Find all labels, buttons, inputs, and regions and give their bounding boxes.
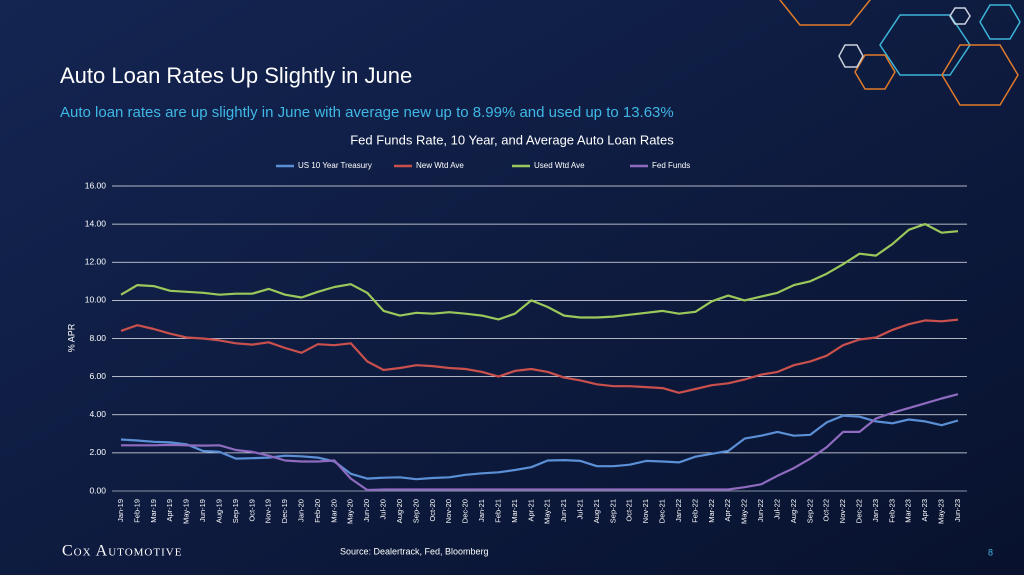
y-tick-label: 10.00 (85, 295, 107, 305)
x-tick-label: Apr-22 (723, 499, 732, 522)
series-line (120, 318, 959, 394)
x-tick-label: Sep-20 (411, 499, 420, 523)
x-tick-label: Jan-20 (297, 499, 306, 522)
plot: 0.00 2.00 4.00 6.00 8.00 10.00 12.00 14.00 16.00… (85, 161, 967, 524)
page-number: 8 (988, 547, 993, 557)
x-tick-label: Dec-22 (855, 499, 864, 523)
chart-title: Fed Funds Rate, 10 Year, and Average Aut… (350, 132, 674, 147)
x-tick-label: Feb-22 (690, 499, 699, 523)
x-tick-label: Jan-19 (116, 499, 125, 522)
y-tick-label: 4.00 (89, 409, 106, 419)
slide-subtitle: Auto loan rates are up slightly in June … (60, 104, 674, 121)
x-tick-label: Oct-20 (428, 499, 437, 522)
x-tick-label: Aug-19 (214, 499, 223, 523)
x-tick-label: Mar-22 (707, 499, 716, 523)
x-tick-label: Aug-21 (592, 499, 601, 523)
x-tick-label: Jan-22 (674, 499, 683, 522)
y-tick-label: 8.00 (89, 333, 106, 343)
x-tick-label: May-23 (937, 499, 946, 524)
x-tick-label: Feb-19 (132, 499, 141, 523)
x-tick-label: Apr-21 (526, 499, 535, 522)
x-tick-label: Oct-21 (625, 499, 634, 522)
x-tick-label: Aug-22 (789, 499, 798, 523)
x-tick-label: Mar-20 (329, 499, 338, 523)
x-tick-label: Mar-21 (510, 499, 519, 523)
legend-label: Fed Funds (652, 161, 690, 170)
legend-label: New Wtd Ave (416, 161, 464, 170)
x-tick-label: Nov-21 (641, 499, 650, 523)
x-tick-label: Dec-20 (461, 499, 470, 523)
x-tick-label: Apr-19 (165, 499, 174, 522)
y-tick-label: 6.00 (89, 371, 106, 381)
x-tick-label: Jul-20 (379, 499, 388, 519)
x-tick-label: Jan-21 (477, 499, 486, 522)
y-tick-label: 2.00 (89, 447, 106, 457)
source: Source: Dealertrack, Fed, Bloomberg (340, 546, 489, 556)
x-tick-label: Jun-22 (756, 499, 765, 522)
series-line (120, 414, 959, 481)
y-tick-label: 0.00 (89, 485, 106, 495)
x-tick-label: Mar-19 (149, 499, 158, 523)
x-tick-label: Jun-23 (953, 499, 962, 522)
x-tick-label: Jun-21 (559, 499, 568, 522)
x-tick-label: Oct-22 (822, 499, 831, 522)
x-tick-label: Nov-22 (838, 499, 847, 523)
legend-label: US 10 Year Treasury (298, 161, 372, 170)
y-axis-label: % APR (66, 323, 76, 352)
x-tick-label: Jul-22 (772, 499, 781, 519)
hex-decor (779, 0, 1021, 106)
legend-label: Used Wtd Ave (534, 161, 585, 170)
y-tick-label: 16.00 (85, 180, 107, 190)
x-tick-label: Mar-23 (904, 499, 913, 523)
x-tick-label: Feb-21 (493, 499, 502, 523)
x-tick-label: May-20 (346, 499, 355, 524)
x-tick-label: May-22 (740, 499, 749, 524)
x-tick-label: Feb-20 (313, 499, 322, 523)
x-tick-label: Aug-20 (395, 499, 404, 523)
x-tick-label: Sep-22 (805, 499, 814, 523)
y-tick-label: 12.00 (85, 257, 107, 267)
x-tick-label: Apr-23 (920, 499, 929, 522)
x-tick-label: Oct-19 (247, 499, 256, 522)
x-tick-label: Nov-20 (444, 499, 453, 523)
x-tick-label: Jul-21 (576, 499, 585, 519)
x-tick-label: May-19 (182, 499, 191, 524)
x-tick-label: Dec-21 (658, 499, 667, 523)
x-tick-label: Jun-20 (362, 499, 371, 522)
x-tick-label: Nov-19 (264, 499, 273, 523)
x-tick-label: Sep-21 (608, 499, 617, 523)
x-tick-label: Dec-19 (280, 499, 289, 523)
y-tick-label: 14.00 (85, 218, 107, 228)
series-line (121, 393, 959, 492)
x-tick-label: Sep-19 (231, 499, 240, 523)
logo: Cox Automotive (62, 543, 182, 560)
series-line (120, 223, 959, 321)
x-tick-label: Feb-23 (887, 499, 896, 523)
x-tick-label: Jun-19 (198, 499, 207, 522)
x-tick-label: Jan-23 (871, 499, 880, 522)
x-tick-label: May-21 (543, 499, 552, 524)
slide-title: Auto Loan Rates Up Slightly in June (60, 63, 412, 88)
